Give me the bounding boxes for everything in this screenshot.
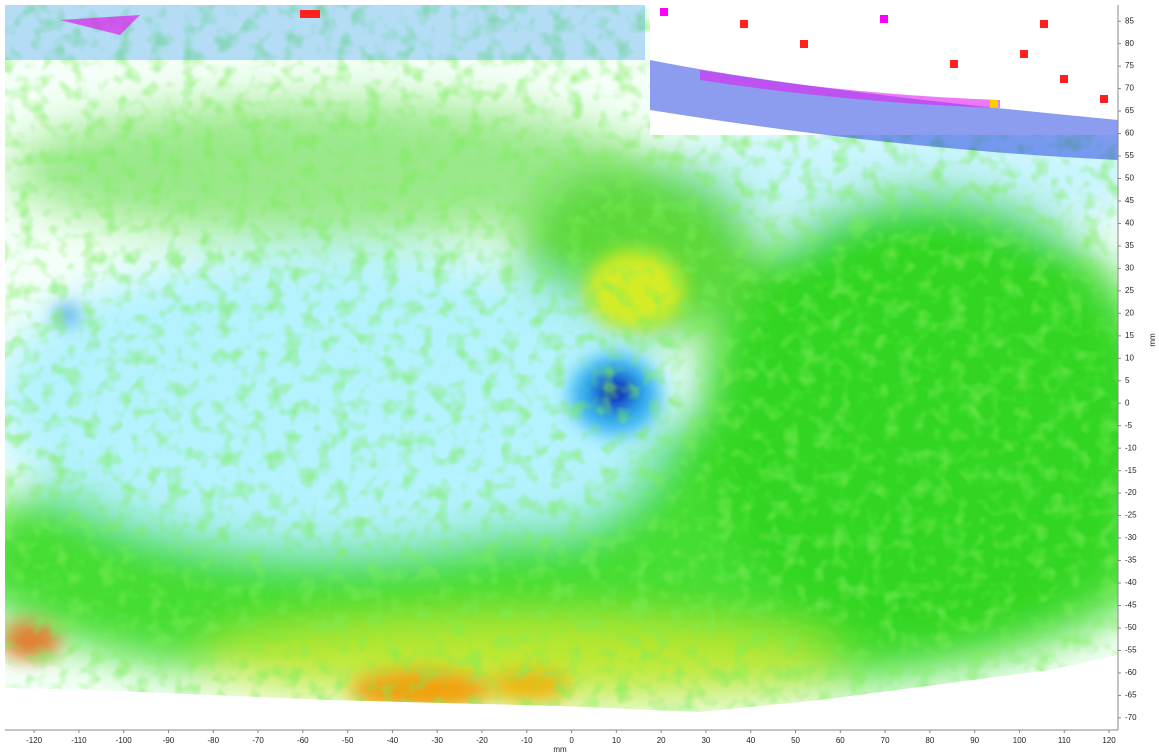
- y-tick-label: -10: [1125, 443, 1137, 452]
- y-tick-label: -60: [1125, 668, 1137, 677]
- y-tick-label: 85: [1125, 16, 1134, 25]
- y-tick-label: -50: [1125, 623, 1137, 632]
- y-tick-label: -35: [1125, 556, 1137, 565]
- y-tick-label: -25: [1125, 511, 1137, 520]
- y-tick-label: 70: [1125, 84, 1134, 93]
- y-tick-label: -70: [1125, 713, 1137, 722]
- x-tick-label: -80: [207, 736, 219, 745]
- x-tick-label: 60: [836, 736, 845, 745]
- y-tick-label: 55: [1125, 151, 1134, 160]
- y-tick-label: -20: [1125, 488, 1137, 497]
- y-axis-title: mm: [1148, 333, 1157, 347]
- y-tick-label: 80: [1125, 39, 1134, 48]
- y-tick-label: 25: [1125, 286, 1134, 295]
- y-tick-label: 65: [1125, 106, 1134, 115]
- y-tick-label: 15: [1125, 331, 1134, 340]
- y-tick-label: 20: [1125, 308, 1134, 317]
- x-tick-label: -60: [297, 736, 309, 745]
- x-tick-label: -30: [431, 736, 443, 745]
- x-tick-label: 50: [791, 736, 800, 745]
- x-tick-label: 30: [701, 736, 710, 745]
- x-tick-label: 20: [657, 736, 666, 745]
- y-tick-label: -15: [1125, 466, 1137, 475]
- x-tick-label: 40: [746, 736, 755, 745]
- y-tick-label: -30: [1125, 533, 1137, 542]
- x-tick-label: -50: [342, 736, 354, 745]
- y-tick-label: 30: [1125, 264, 1134, 273]
- surface-map: [5, 5, 1118, 712]
- x-tick-label: 110: [1058, 736, 1071, 745]
- x-tick-label: -100: [116, 736, 133, 745]
- x-tick-label: -120: [26, 736, 43, 745]
- y-tick-label: 50: [1125, 174, 1134, 183]
- x-tick-label: -20: [476, 736, 488, 745]
- y-tick-label: -55: [1125, 646, 1137, 655]
- y-tick-label: 40: [1125, 219, 1134, 228]
- x-axis-title: mm: [553, 745, 567, 754]
- y-tick-label: -5: [1125, 421, 1133, 430]
- y-tick-label: 35: [1125, 241, 1134, 250]
- y-tick-label: -40: [1125, 578, 1137, 587]
- y-tick-label: 10: [1125, 353, 1134, 362]
- y-tick-label: 75: [1125, 61, 1134, 70]
- x-tick-label: 90: [970, 736, 979, 745]
- x-tick-label: 0: [569, 736, 574, 745]
- y-tick-label: 5: [1125, 376, 1130, 385]
- x-tick-label: -40: [387, 736, 399, 745]
- x-tick-label: 120: [1102, 736, 1116, 745]
- y-tick-label: -65: [1125, 690, 1137, 699]
- x-tick-label: 70: [881, 736, 890, 745]
- x-tick-label: -70: [252, 736, 264, 745]
- noisy-edge: [5, 5, 1118, 160]
- x-tick-label: -10: [521, 736, 533, 745]
- y-tick-label: 0: [1125, 398, 1130, 407]
- x-tick-label: 10: [612, 736, 621, 745]
- x-tick-label: 100: [1013, 736, 1027, 745]
- y-tick-label: -45: [1125, 601, 1137, 610]
- x-tick-label: -90: [163, 736, 175, 745]
- x-tick-label: -110: [71, 736, 87, 745]
- x-tick-label: 80: [925, 736, 934, 745]
- y-tick-label: 45: [1125, 196, 1134, 205]
- y-tick-label: 60: [1125, 129, 1134, 138]
